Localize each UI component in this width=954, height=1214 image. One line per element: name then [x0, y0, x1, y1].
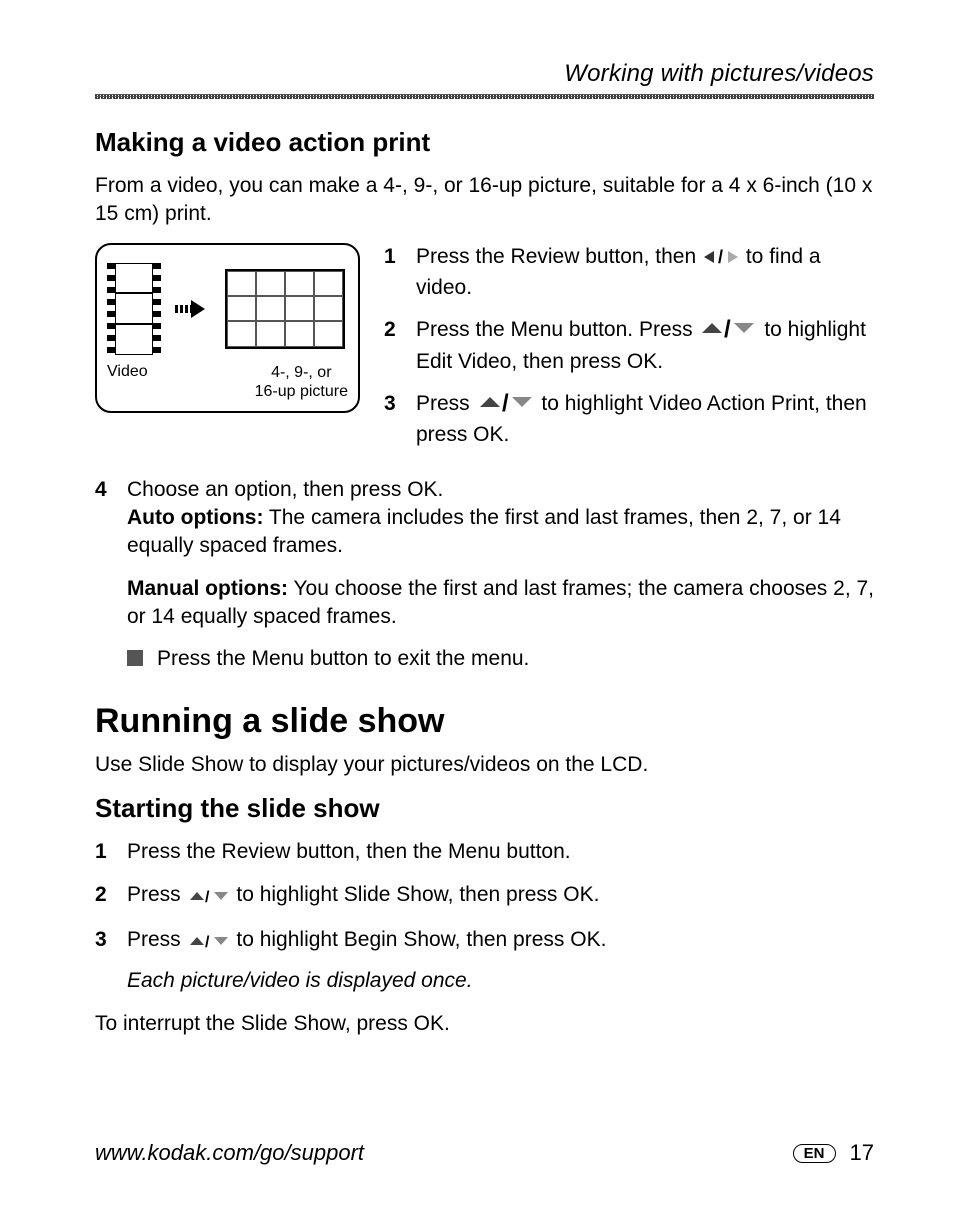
page-number: 17 [850, 1140, 874, 1166]
figure-graphics [107, 259, 348, 359]
section2-step2: 2 Press up/down navigation / to highligh… [95, 881, 874, 912]
section2-steps: 1 Press the Review button, then the Menu… [95, 838, 874, 995]
support-url: www.kodak.com/go/support [95, 1140, 364, 1166]
section2-step1: 1 Press the Review button, then the Menu… [95, 838, 874, 866]
arrow-icon [175, 300, 211, 318]
grid-icon [225, 269, 345, 349]
section2-subtitle: Starting the slide show [95, 793, 874, 824]
action-print-figure: Video 4-, 9-, or 16-up picture [95, 243, 360, 413]
up-down-icon: up/down navigation / [700, 317, 756, 347]
auto-options-label: Auto options: [127, 506, 263, 529]
figure-right-label: 4-, 9-, or 16-up picture [255, 363, 348, 401]
manual-page: Working with pictures/videos Making a vi… [0, 0, 954, 1214]
up-down-icon: up/down navigation / [189, 884, 229, 912]
figure-left-label: Video [107, 363, 148, 401]
section2-intro: Use Slide Show to display your pictures/… [95, 751, 874, 779]
running-head: Working with pictures/videos [95, 60, 874, 88]
section2-note: Each picture/video is displayed once. [127, 967, 874, 995]
section1-steps-1to3: 1 Press the Review button, then left/rig… [384, 243, 874, 464]
figure-labels: Video 4-, 9-, or 16-up picture [107, 363, 348, 401]
section2-step3: 3 Press up/down navigation / to highligh… [95, 926, 874, 996]
svg-text:/: / [718, 248, 723, 266]
section1-bullet: Press the Menu button to exit the menu. [127, 645, 874, 673]
section1-intro: From a video, you can make a 4-, 9-, or … [95, 172, 874, 229]
up-down-icon: up/down navigation / [478, 391, 534, 421]
page-footer: www.kodak.com/go/support EN 17 [95, 1140, 874, 1166]
section1-step1: 1 Press the Review button, then left/rig… [384, 243, 874, 303]
section1-step2: 2 Press the Menu button. Press up/down n… [384, 316, 874, 376]
up-down-icon: up/down navigation / [189, 929, 229, 957]
section2-title: Running a slide show [95, 702, 874, 741]
section1-title: Making a video action print [95, 127, 874, 158]
section2-interrupt: To interrupt the Slide Show, press OK. [95, 1010, 874, 1038]
section1-step4: 4 Choose an option, then press OK. Auto … [95, 476, 874, 632]
square-bullet-icon [127, 650, 143, 666]
section1-step3: 3 Press up/down navigation / to highligh… [384, 390, 874, 450]
figure-and-steps: Video 4-, 9-, or 16-up picture 1 Press t… [95, 243, 874, 464]
language-badge: EN [793, 1144, 836, 1163]
svg-text:/: / [205, 889, 210, 904]
svg-text:/: / [724, 317, 731, 339]
left-right-icon: left/right navigation / [704, 246, 738, 274]
manual-options-label: Manual options: [127, 577, 288, 600]
film-strip-icon [107, 263, 161, 355]
svg-text:/: / [502, 391, 509, 413]
header-rule [95, 94, 874, 99]
svg-text:/: / [205, 934, 210, 949]
